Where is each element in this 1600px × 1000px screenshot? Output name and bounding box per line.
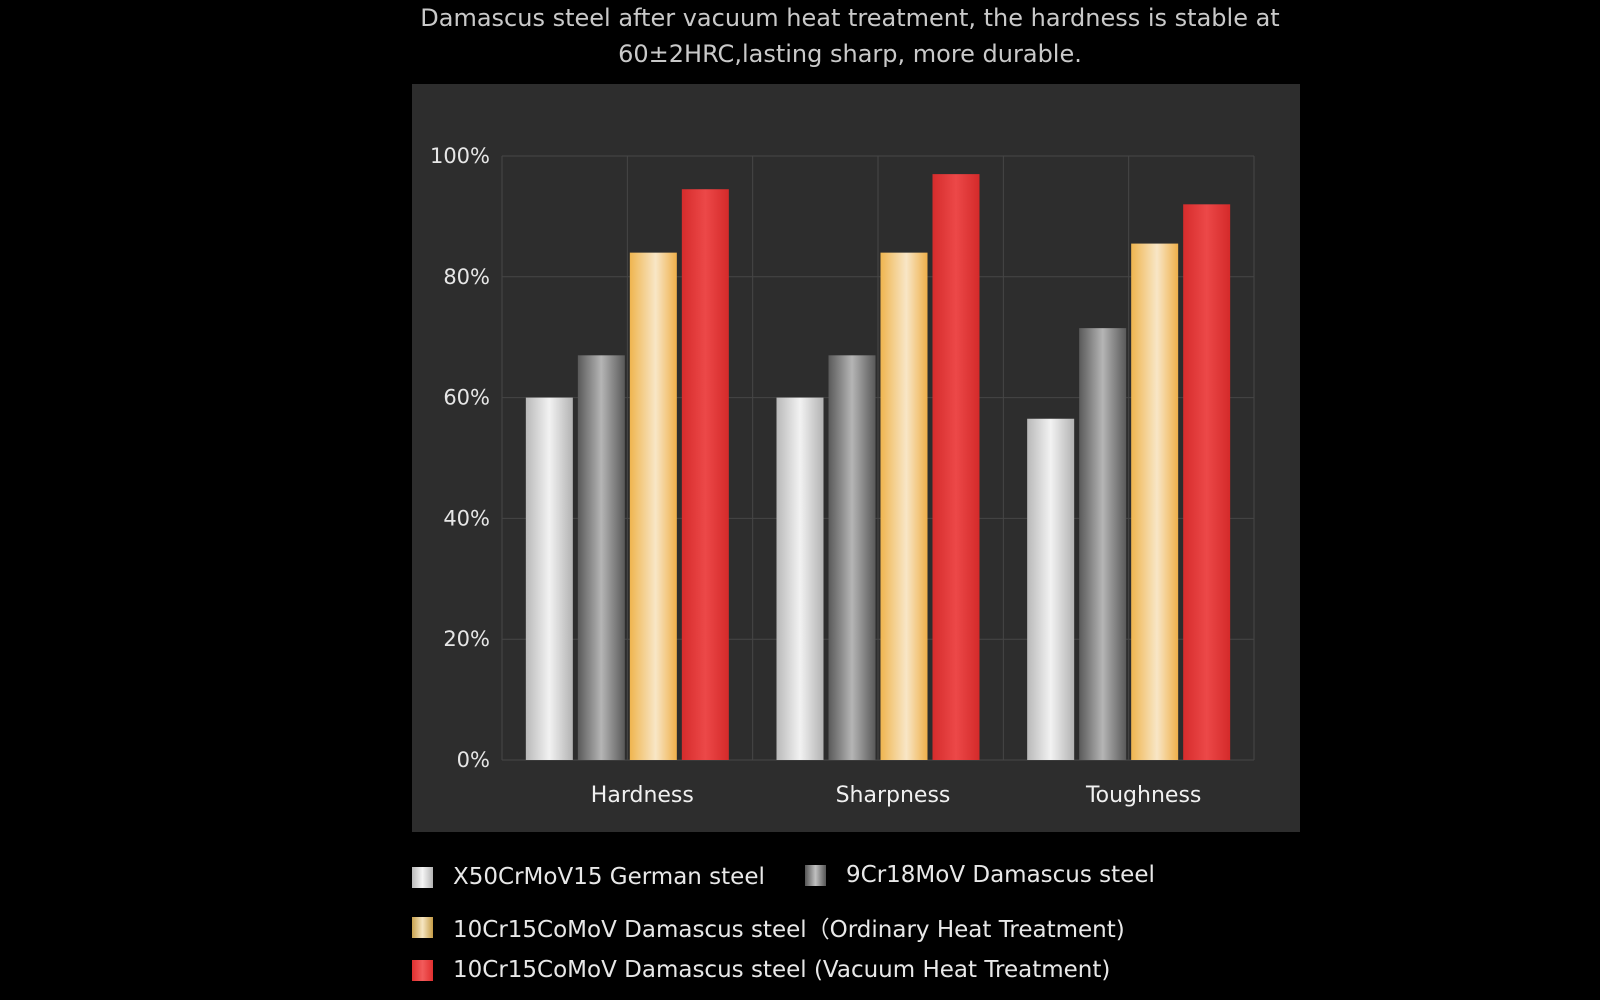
y-tick-label: 40%: [443, 506, 490, 530]
legend-label: 10Cr15CoMoV Damascus steel（Ordinary Heat…: [453, 910, 1125, 944]
bar-hardness-series-3: [682, 189, 729, 760]
x-category-label: Sharpness: [836, 783, 951, 808]
chart-title: Damascus steel after vacuum heat treatme…: [420, 0, 1280, 72]
legend-item-9cr18mov: 9Cr18MoV Damascus steel: [805, 862, 1155, 888]
legend-item-10cr15comov-vacuum: 10Cr15CoMoV Damascus steel (Vacuum Heat …: [412, 957, 1110, 983]
bar-chart: 0% 20% 40% 60% 80% 100% Hardness Sharpness Tough…: [412, 84, 1300, 832]
bar-hardness-series-2: [630, 253, 677, 760]
legend-label: X50CrMoV15 German steel: [453, 864, 765, 890]
legend-swatch: [805, 865, 826, 886]
bar-sharpness-series-1: [829, 355, 876, 760]
bar-hardness-series-1: [578, 355, 625, 760]
x-category-label: Hardness: [591, 783, 694, 808]
legend-item-x50crmov15: X50CrMoV15 German steel: [412, 864, 765, 890]
legend: X50CrMoV15 German steel 9Cr18MoV Damascu…: [412, 858, 1312, 998]
legend-swatch: [412, 867, 433, 888]
y-tick-label: 20%: [443, 627, 490, 651]
chart-panel: 0% 20% 40% 60% 80% 100% Hardness Sharpness Tough…: [412, 84, 1300, 832]
bar-toughness-series-2: [1131, 244, 1178, 760]
bar-toughness-series-1: [1079, 328, 1126, 760]
legend-label: 9Cr18MoV Damascus steel: [846, 862, 1155, 888]
y-tick-label: 60%: [443, 386, 490, 410]
y-tick-label: 80%: [443, 265, 490, 289]
legend-swatch: [412, 960, 433, 981]
bar-toughness-series-0: [1027, 419, 1074, 760]
legend-label: 10Cr15CoMoV Damascus steel (Vacuum Heat …: [453, 957, 1110, 983]
legend-item-10cr15comov-ordinary: 10Cr15CoMoV Damascus steel（Ordinary Heat…: [412, 910, 1125, 944]
bar-sharpness-series-0: [777, 398, 824, 760]
x-category-label: Toughness: [1085, 783, 1201, 808]
bar-sharpness-series-2: [881, 253, 928, 760]
bar-sharpness-series-3: [933, 174, 980, 760]
bar-hardness-series-0: [526, 398, 573, 760]
y-tick-label: 100%: [430, 144, 490, 168]
bar-toughness-series-3: [1183, 204, 1230, 760]
legend-swatch: [412, 917, 433, 938]
y-tick-label: 0%: [457, 748, 490, 772]
